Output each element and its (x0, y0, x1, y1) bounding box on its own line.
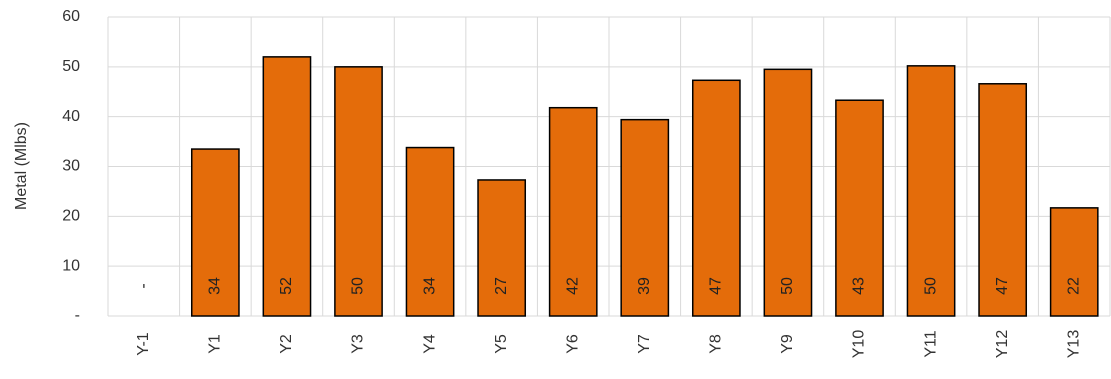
data-label: 27 (493, 277, 510, 295)
x-tick-label: Y4 (421, 334, 438, 354)
bar (620, 118, 670, 317)
y-axis-label: Metal (Mlbs) (13, 122, 30, 210)
bar (1049, 207, 1099, 317)
data-label: 39 (636, 277, 653, 295)
bar (334, 66, 383, 317)
x-tick-label: Y2 (278, 334, 295, 354)
x-tick-label: Y-1 (135, 332, 152, 356)
data-label: 34 (207, 277, 224, 295)
data-label: 50 (779, 277, 796, 295)
x-tick-label: Y7 (636, 334, 653, 354)
data-label: 43 (851, 277, 868, 295)
bar (477, 179, 527, 317)
bar (978, 83, 1028, 317)
data-label: 50 (922, 277, 939, 295)
bar (405, 146, 455, 317)
y-tick-label: 50 (62, 58, 80, 75)
data-label: 52 (278, 277, 295, 295)
bar (906, 65, 956, 317)
x-tick-label: Y3 (350, 334, 367, 354)
y-tick-label: 30 (62, 158, 80, 175)
data-label: 22 (1065, 277, 1082, 295)
bar (190, 148, 240, 317)
data-label: 34 (421, 277, 438, 295)
y-tick-label: 10 (62, 257, 80, 274)
data-label: 42 (564, 277, 581, 295)
x-tick-label: Y12 (994, 330, 1011, 359)
bar (763, 68, 813, 317)
data-label: - (135, 283, 152, 288)
y-tick-label: 20 (62, 208, 80, 225)
bar (548, 106, 598, 317)
data-label: 50 (350, 277, 367, 295)
x-tick-label: Y1 (207, 334, 224, 354)
x-tick-label: Y9 (779, 334, 796, 354)
x-tick-label: Y8 (708, 334, 725, 354)
bar (691, 79, 741, 317)
x-tick-label: Y10 (851, 330, 868, 359)
x-tick-label: Y5 (493, 334, 510, 354)
data-label: 47 (994, 277, 1011, 295)
bar (835, 99, 884, 317)
y-tick-label: - (75, 307, 80, 324)
data-label: 47 (708, 277, 725, 295)
x-tick-label: Y11 (922, 330, 939, 357)
x-tick-label: Y6 (564, 334, 581, 354)
y-tick-label: 60 (62, 8, 80, 25)
x-tick-label: Y13 (1065, 330, 1082, 359)
bar (262, 56, 312, 317)
y-tick-label: 40 (62, 108, 80, 125)
